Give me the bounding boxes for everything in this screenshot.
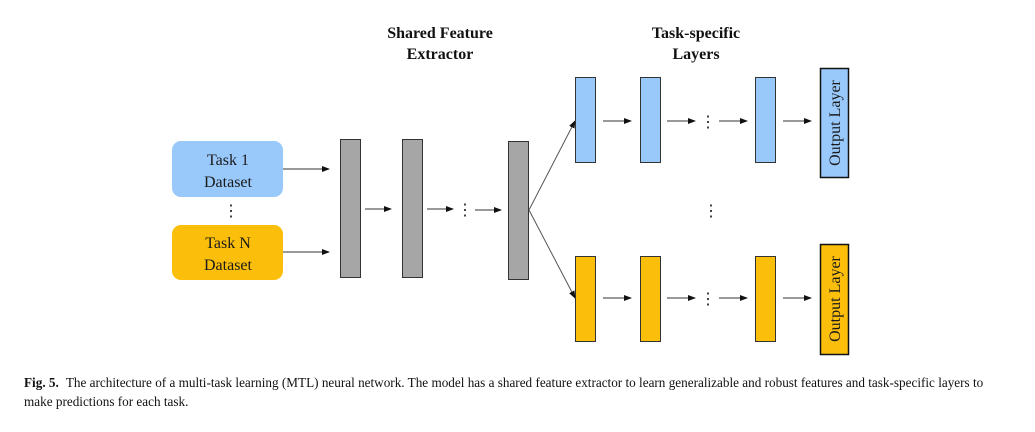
task1-layer — [575, 77, 596, 163]
shared-layer — [402, 139, 423, 278]
shared-ellipsis: ⋮ — [457, 202, 473, 219]
taskN-output-label: Output Layer — [827, 255, 844, 341]
figure-caption: Fig. 5. The architecture of a multi-task… — [24, 373, 1014, 411]
caption-label: Fig. 5. — [24, 375, 59, 390]
task-title-line1: Task-specific — [652, 25, 740, 42]
task1-ellipsis: ⋮ — [700, 114, 716, 131]
shared-title-line1: Shared Feature — [387, 25, 493, 42]
mtl-diagram: Shared Feature Extractor Task-specific L… — [172, 25, 850, 356]
task1-layer — [640, 77, 661, 163]
taskN-ellipsis: ⋮ — [700, 291, 716, 308]
taskN-layer — [640, 256, 661, 342]
taskN-layer — [575, 256, 596, 342]
taskN-layer — [755, 256, 776, 342]
taskN-label-line2: Dataset — [204, 257, 253, 274]
task-title-line2: Layers — [672, 46, 719, 63]
task-ellipsis: ⋮ — [703, 203, 719, 220]
caption-text: The architecture of a multi-task learnin… — [24, 375, 984, 409]
taskN-label-line1: Task N — [205, 235, 251, 252]
shared-layer — [340, 139, 361, 278]
task1-label-line1: Task 1 — [207, 152, 249, 169]
task1-label-line2: Dataset — [204, 174, 253, 191]
shared-title-line2: Extractor — [407, 46, 474, 63]
branch-arrow-taskN — [528, 209, 576, 299]
branch-arrow-task1 — [528, 120, 576, 211]
task1-dataset-box — [172, 141, 283, 197]
taskN-output-layer — [819, 243, 850, 356]
shared-layer — [508, 141, 529, 280]
task1-layer — [755, 77, 776, 163]
task1-output-label: Output Layer — [827, 79, 844, 165]
taskN-dataset-box — [172, 225, 283, 280]
task1-output-layer — [819, 67, 850, 179]
dataset-ellipsis: ⋮ — [223, 203, 239, 220]
